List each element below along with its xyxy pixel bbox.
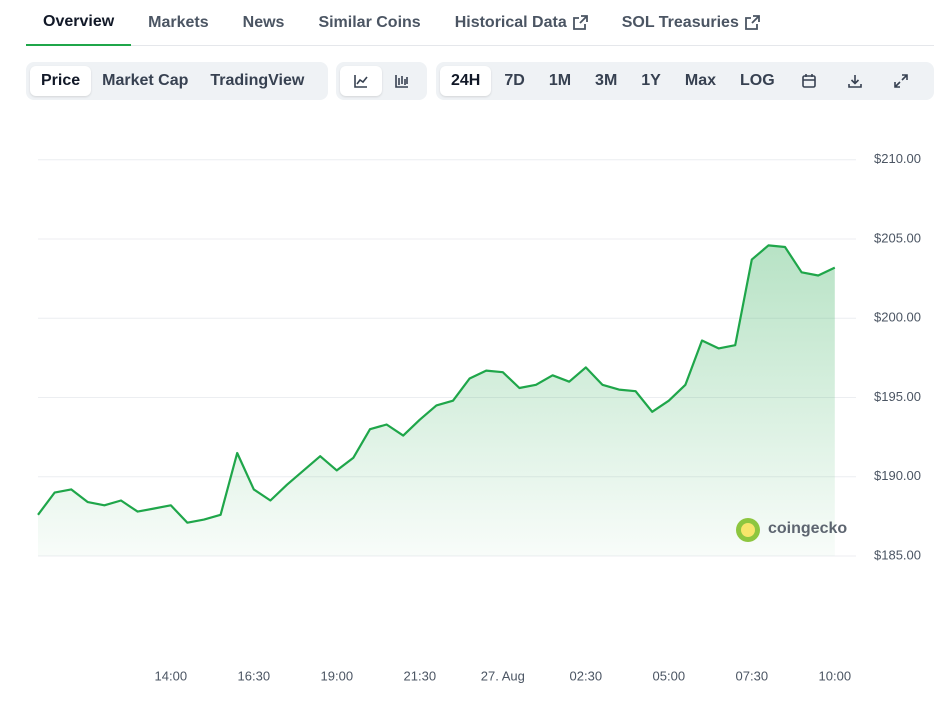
watermark-text: coingecko [768, 520, 847, 537]
x-tick-label: 05:00 [653, 668, 686, 683]
y-tick-label: $185.00 [874, 547, 921, 562]
calendar-button[interactable] [790, 66, 828, 96]
candle-chart-button[interactable] [382, 66, 424, 96]
candle-icon [395, 75, 409, 88]
log-button[interactable]: LOG [739, 72, 775, 89]
view-button[interactable]: Price [30, 66, 92, 96]
tab-label: SOL Treasuries [621, 13, 739, 31]
y-tick-label: $200.00 [874, 310, 921, 325]
range-group: 24H 7D 1M 3M 1Y Max LOG [436, 62, 934, 100]
y-tick-label: $190.00 [874, 468, 921, 483]
x-tick-label: 10:00 [819, 668, 852, 683]
tab[interactable]: Similar Coins [318, 13, 421, 31]
fullscreen-button[interactable] [882, 66, 920, 96]
view-button[interactable]: Market Cap [102, 72, 189, 89]
line-icon [353, 75, 368, 88]
x-tick-label: 19:00 [321, 668, 354, 683]
price-area [38, 245, 835, 556]
download-button[interactable] [836, 66, 874, 96]
calendar-icon [801, 74, 816, 88]
tab[interactable]: SOL Treasuries [605, 0, 777, 45]
range-button[interactable]: 7D [504, 72, 525, 89]
tab-label: Historical Data [454, 13, 567, 31]
expand-icon [893, 74, 908, 88]
x-tick-label: 21:30 [404, 668, 437, 683]
view-button[interactable]: TradingView [210, 72, 305, 89]
tab[interactable]: Markets [148, 13, 209, 31]
price-line [37, 244, 836, 524]
y-tick-label: $195.00 [874, 389, 921, 404]
range-button[interactable]: 1M [548, 72, 572, 89]
x-tick-label: 07:30 [736, 668, 769, 683]
tab[interactable]: Overview [26, 0, 132, 46]
line-chart-button[interactable] [340, 66, 382, 96]
external-icon [744, 15, 760, 30]
tab[interactable]: News [242, 13, 285, 31]
tab-bar: Overview Markets News Similar Coins Hist… [26, 0, 934, 46]
range-button[interactable]: 3M [595, 72, 618, 89]
tab[interactable]: Historical Data [438, 0, 605, 45]
external-icon [572, 15, 588, 30]
y-tick-label: $210.00 [874, 151, 921, 166]
range-button[interactable]: 1Y [641, 72, 661, 89]
y-tick-label: $205.00 [874, 230, 921, 245]
x-tick-label: 14:00 [155, 668, 188, 683]
range-button[interactable]: 24H [440, 66, 492, 96]
view-group: Price Market Cap TradingView [26, 62, 328, 100]
chart-style-group [336, 62, 427, 100]
x-tick-label: 16:30 [238, 668, 271, 683]
watermark: coingecko [736, 518, 847, 542]
range-button[interactable]: Max [684, 72, 716, 89]
download-icon [847, 75, 862, 88]
x-tick-label: 02:30 [570, 668, 603, 683]
x-tick-label: 27. Aug [481, 668, 525, 683]
